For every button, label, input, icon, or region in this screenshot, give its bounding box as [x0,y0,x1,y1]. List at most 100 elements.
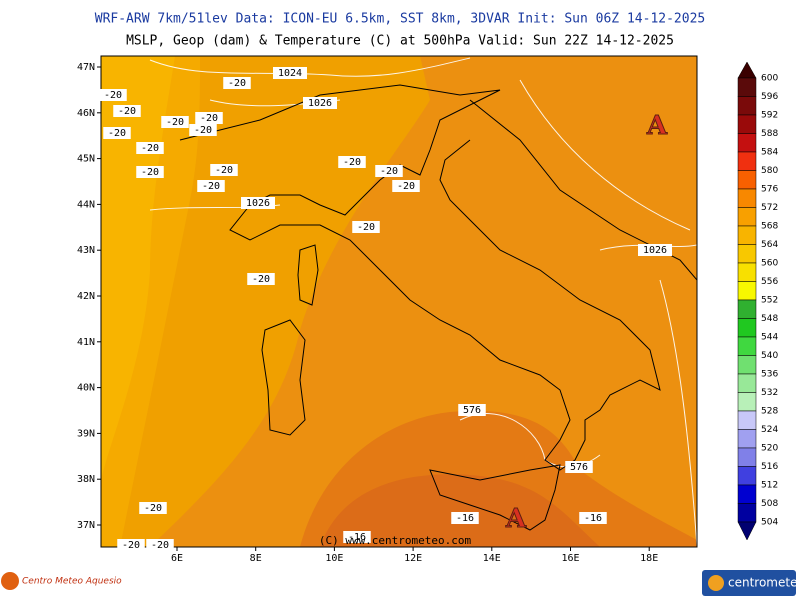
contour-label: -20 [194,125,212,136]
colorbar-label: 556 [761,277,778,287]
colorbar-band [737,77,757,97]
colorbar-band [737,299,757,319]
colorbar-label: 568 [761,222,778,232]
contour-label-box [565,461,593,473]
colorbar-band [737,503,757,523]
lat-label: 39N [77,428,95,439]
contour-label: -16 [456,513,474,524]
contour-label: 1024 [278,68,302,79]
lon-label: 10E [325,553,343,564]
contour-label: -20 [252,274,270,285]
right-logo-text: centrometeo [728,576,800,590]
copyright: (C) www.centrometeo.com [319,534,472,547]
colorbar-band [737,447,757,467]
contour-label: -16 [584,513,602,524]
colorbar-label: 572 [761,203,778,213]
colorbar-label: 584 [761,148,778,158]
contour-label-box [392,180,420,192]
colorbar-band [737,484,757,504]
contour-label: -20 [122,540,140,551]
contour-label: -20 [166,117,184,128]
colorbar-label: 520 [761,444,778,454]
colorbar-band [737,318,757,338]
colorbar-label: 532 [761,388,778,398]
colorbar-label: 552 [761,296,778,306]
right-logo: centrometeo [702,570,800,596]
lat-label: 42N [77,291,95,302]
contour-label: 576 [570,462,588,473]
lon-label: 6E [171,553,183,564]
contour-label: -20 [108,128,126,139]
contour-label-box [247,273,275,285]
colorbar-band [737,410,757,430]
colorbar-band [737,170,757,190]
colorbar-band [737,262,757,282]
contour-label-box [375,165,403,177]
colorbar-label: 548 [761,314,778,324]
contour-label: -20 [380,166,398,177]
colorbar-label: 592 [761,111,778,121]
lat-label: 40N [77,383,95,394]
contour-label-box [210,164,238,176]
contour-label-box [113,105,141,117]
contour-label-box [241,197,275,209]
colorbar-label: 516 [761,462,778,472]
contour-label-box [189,124,217,136]
colorbar-label: 600 [761,74,778,84]
colorbar-label: 596 [761,92,778,102]
contour-label: -20 [200,113,218,124]
contour-label: 1026 [308,98,332,109]
colorbar-label: 512 [761,481,778,491]
colorbar-band [737,281,757,301]
colorbar-label: 524 [761,425,778,435]
contour-label: -20 [118,106,136,117]
colorbar-label: 560 [761,259,778,269]
colorbar-band [737,207,757,227]
map-field [101,56,697,547]
title-line-1: WRF-ARW 7km/51lev Data: ICON-EU 6.5km, S… [95,12,705,27]
lat-label: 41N [77,337,95,348]
colorbar-arrow [737,61,757,79]
lon-label: 14E [483,553,501,564]
contour-label: -20 [104,90,122,101]
left-logo: Centro Meteo Aquesio [1,572,122,590]
contour-label-box [195,112,223,124]
contour-label: -20 [397,181,415,192]
lat-label: 44N [77,199,95,210]
contour-label-box [197,180,225,192]
contour-label: -20 [357,222,375,233]
title-line-2: MSLP, Geop (dam) & Temperature (C) at 50… [126,34,674,49]
contour-label-box [273,67,307,79]
contour-label: 1026 [643,245,667,256]
contour-label: 1026 [246,198,270,209]
colorbar-label: 540 [761,351,778,361]
colorbar-label: 544 [761,333,778,343]
colorbar-label: 580 [761,166,778,176]
contour-label-box [161,116,189,128]
colorbar-band [737,336,757,356]
contour-label: -20 [228,78,246,89]
colorbar-band [737,188,757,208]
contour-label-box [146,539,174,551]
contour-label: -20 [141,143,159,154]
lat-label: 38N [77,474,95,485]
lat-label: 37N [77,520,95,531]
lat-label: 45N [77,154,95,165]
contour-label-box [303,97,337,109]
colorbar-label: 508 [761,499,778,509]
colorbar-band [737,225,757,245]
colorbar-band [737,355,757,375]
contour-label: -16 [348,532,366,543]
colorbar-label: 536 [761,370,778,380]
contour-label-box [451,512,479,524]
colorbar-band [737,244,757,264]
contour-label-box [136,142,164,154]
high-pressure-marker: A [505,504,527,534]
colorbar-label: 564 [761,240,778,250]
contour-label-box [117,539,145,551]
contour-label-box [223,77,251,89]
contour-label: -20 [215,165,233,176]
colorbar-band [737,133,757,153]
contour-label: -20 [144,503,162,514]
